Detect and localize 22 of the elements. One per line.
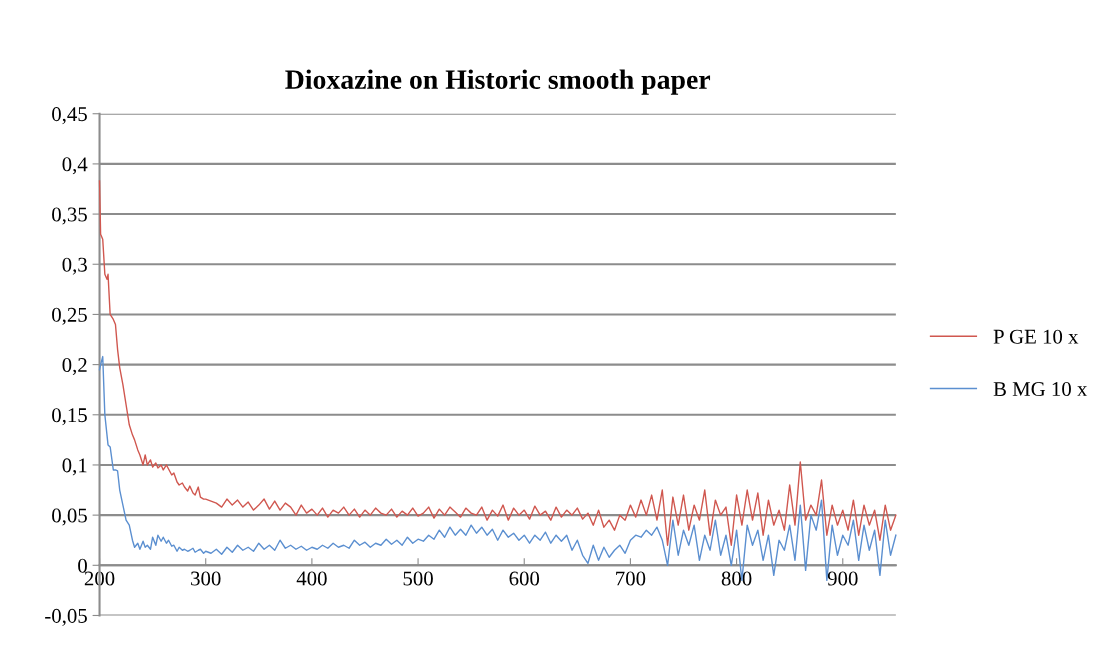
y-tick-label: 0,15	[52, 408, 87, 426]
x-tick-label: 400	[296, 571, 327, 586]
legend-label: P GE 10 x	[993, 329, 1079, 344]
y-tick-label: 0,4	[62, 157, 88, 175]
y-tick-label: 0	[78, 558, 87, 573]
y-tick-label: 0,05	[52, 508, 87, 526]
y-tick-label: 0,35	[52, 207, 87, 225]
x-tick-label: 800	[721, 571, 752, 586]
x-tick-label: 300	[191, 571, 221, 586]
y-tick-label: -0,05	[45, 608, 87, 626]
chart-title: Dioxazine on Historic smooth paper	[285, 69, 711, 95]
x-tick-label: 900	[827, 571, 858, 586]
y-tick-label: 0,1	[62, 458, 87, 476]
x-tick-label: 700	[616, 571, 646, 586]
y-tick-label: 0,45	[52, 107, 87, 125]
x-tick-label: 500	[403, 571, 433, 586]
legend-label: B MG 10 x	[993, 382, 1088, 397]
x-tick-label: 600	[509, 571, 540, 586]
x-tick-label: 200	[84, 571, 115, 586]
y-tick-label: 0,25	[52, 307, 87, 325]
y-tick-label: 0,3	[62, 257, 87, 275]
y-tick-label: 0,2	[62, 357, 87, 376]
